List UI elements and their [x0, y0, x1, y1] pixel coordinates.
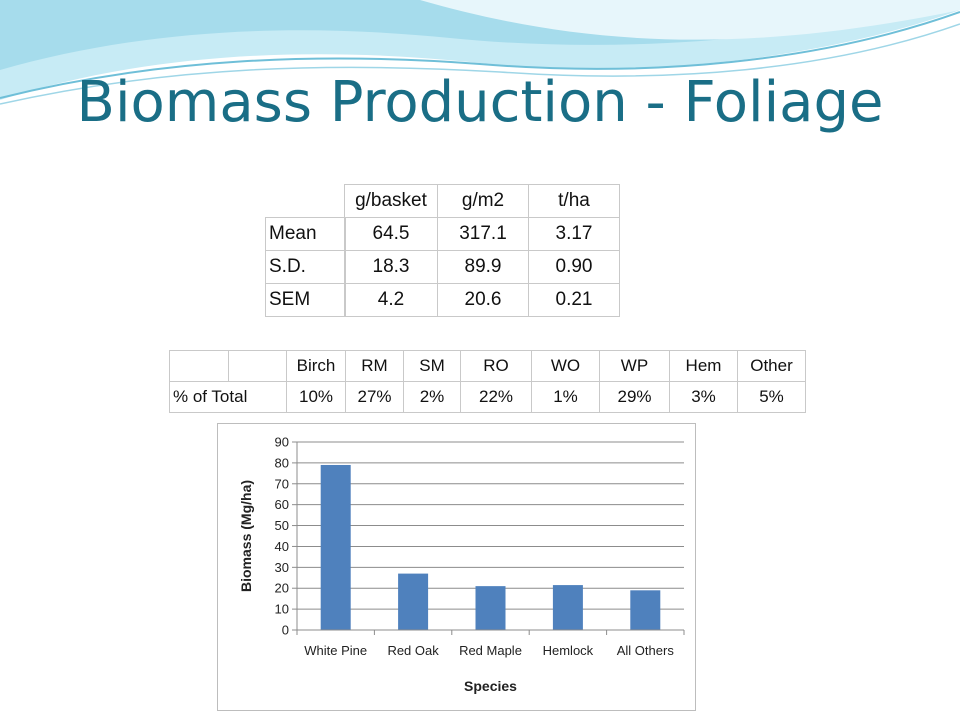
species-header-cell: Other: [737, 350, 806, 382]
stats-header-cell: g/basket: [344, 184, 438, 218]
species-cell: 27%: [345, 381, 404, 413]
stats-header-row: g/basket g/m2 t/ha: [344, 184, 620, 218]
table-row: 64.5 317.1 3.17: [344, 217, 620, 251]
y-tick-label: 50: [275, 518, 289, 533]
species-header-cell: [169, 350, 229, 382]
bar-red-oak: [398, 573, 429, 630]
species-header-cell: [228, 350, 287, 382]
species-header-cell: RM: [345, 350, 404, 382]
species-cell: 3%: [669, 381, 738, 413]
bar-white-pine: [320, 464, 351, 630]
species-cell: 1%: [531, 381, 600, 413]
species-header-cell: WO: [531, 350, 600, 382]
stats-cell: 18.3: [344, 250, 438, 284]
stats-cell: 20.6: [437, 283, 529, 317]
biomass-chart-svg: 0 10 20 30 40 50 60 70 80 90 White Pine Red Oak Red …: [238, 435, 685, 694]
species-row-label: % of Total: [169, 381, 287, 413]
species-table: Birch RM SM RO WO WP Hem Other % of Tota…: [169, 350, 806, 413]
stats-row-label: Mean: [265, 217, 346, 251]
y-tick-label: 20: [275, 581, 289, 596]
species-cell: 5%: [737, 381, 806, 413]
stats-cell: 89.9: [437, 250, 529, 284]
species-cell: 22%: [460, 381, 532, 413]
stats-cell: 4.2: [344, 283, 438, 317]
stats-row-label: SEM: [265, 283, 346, 317]
y-tick-label: 90: [275, 435, 289, 450]
stats-header-cell: g/m2: [437, 184, 529, 218]
x-tick-label: White Pine: [304, 643, 367, 658]
bar-hemlock: [552, 585, 583, 630]
y-tick-label: 60: [275, 497, 289, 512]
species-header-cell: Birch: [286, 350, 346, 382]
table-row: 18.3 89.9 0.90: [344, 250, 620, 284]
species-header-row: Birch RM SM RO WO WP Hem Other: [169, 350, 806, 382]
biomass-chart: 0 10 20 30 40 50 60 70 80 90 White Pine Red Oak Red …: [217, 423, 696, 711]
x-tick-label: Hemlock: [543, 643, 594, 658]
x-tick-label: All Others: [617, 643, 675, 658]
stats-cell: 64.5: [344, 217, 438, 251]
x-tick-label: Red Oak: [387, 643, 439, 658]
table-row: % of Total 10% 27% 2% 22% 1% 29% 3% 5%: [169, 381, 806, 413]
bar-red-maple: [475, 586, 506, 630]
stats-table: g/basket g/m2 t/ha 64.5 317.1 3.17 18.3 …: [344, 184, 620, 317]
y-tick-label: 70: [275, 476, 289, 491]
y-tick-label: 0: [282, 623, 289, 638]
x-axis-title: Species: [464, 678, 517, 694]
y-axis-title: Biomass (Mg/ha): [238, 480, 254, 592]
species-header-cell: SM: [403, 350, 461, 382]
species-cell: 10%: [286, 381, 346, 413]
species-header-cell: Hem: [669, 350, 738, 382]
species-cell: 29%: [599, 381, 670, 413]
species-header-cell: RO: [460, 350, 532, 382]
stats-cell: 3.17: [528, 217, 620, 251]
x-tick-label: Red Maple: [459, 643, 522, 658]
stats-header-cell: t/ha: [528, 184, 620, 218]
species-cell: 2%: [403, 381, 461, 413]
y-tick-label: 40: [275, 539, 289, 554]
stats-row-label: S.D.: [265, 250, 346, 284]
stats-cell: 317.1: [437, 217, 529, 251]
y-tick-label: 10: [275, 602, 289, 617]
header-wave-decoration: [0, 0, 960, 105]
stats-cell: 0.90: [528, 250, 620, 284]
y-tick-label: 30: [275, 560, 289, 575]
stats-cell: 0.21: [528, 283, 620, 317]
table-row: 4.2 20.6 0.21: [344, 283, 620, 317]
stats-row-labels: Mean S.D. SEM: [265, 217, 346, 317]
y-tick-label: 80: [275, 455, 289, 470]
slide-title: Biomass Production - Foliage: [76, 70, 884, 135]
species-header-cell: WP: [599, 350, 670, 382]
bar-all-others: [630, 590, 661, 630]
